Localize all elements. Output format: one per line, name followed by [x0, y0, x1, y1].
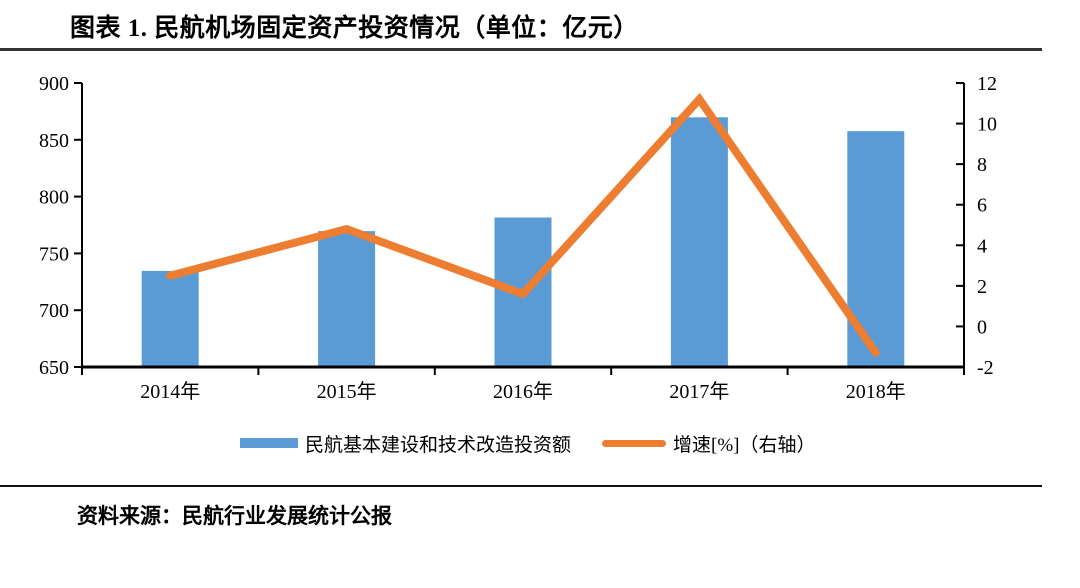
legend-line-swatch — [602, 439, 666, 447]
right-axis-tick-label: 4 — [977, 235, 987, 257]
title-divider-rule — [0, 48, 1042, 51]
legend-label-growth: 增速[%]（右轴） — [673, 434, 816, 456]
chart-svg: 650 700 750 800 850 900 -2 0 2 4 6 8 10 12 2014年 2015年 2… — [39, 73, 997, 403]
x-axis-label: 2016年 — [493, 380, 553, 403]
source-text: 资料来源：民航行业发展统计公报 — [77, 504, 392, 528]
legend-bar-swatch — [240, 438, 298, 448]
chart-area: 650 700 750 800 850 900 -2 0 2 4 6 8 10 12 2014年 2015年 2… — [0, 60, 1080, 405]
right-axis-tick-label: -2 — [977, 357, 994, 379]
left-axis-tick-label: 850 — [39, 130, 69, 152]
right-axis-tick-label: 8 — [977, 154, 987, 176]
left-axis-tick-label: 800 — [39, 187, 69, 209]
legend-item-investment: 民航基本建设和技术改造投资额 — [240, 430, 571, 456]
x-axis-label: 2015年 — [317, 380, 377, 403]
right-axis-tick-label: 6 — [977, 195, 987, 217]
left-axis-tick-label: 750 — [39, 243, 69, 265]
x-axis-label: 2018年 — [846, 380, 906, 403]
right-axis-tick-label: 12 — [977, 73, 997, 95]
legend-item-growth: 增速[%]（右轴） — [602, 430, 815, 456]
right-axis-tick-label: 0 — [977, 316, 987, 338]
left-axis-tick-label: 650 — [39, 357, 69, 379]
x-axis-label: 2017年 — [669, 380, 729, 403]
bar — [847, 131, 905, 367]
figure-title: 图表 1. 民航机场固定资产投资情况（单位：亿元） — [70, 15, 639, 42]
bar — [141, 270, 199, 367]
right-axis-tick-label: 10 — [977, 114, 997, 136]
x-axis-label: 2014年 — [140, 380, 200, 403]
growth-line — [166, 92, 880, 357]
left-axis-tick-label: 900 — [39, 73, 69, 95]
left-axis-tick-label: 700 — [39, 300, 69, 322]
bar — [670, 117, 728, 367]
bar — [318, 231, 376, 367]
legend: 民航基本建设和技术改造投资额 增速[%]（右轴） — [0, 430, 1080, 456]
footer-divider-rule — [0, 485, 1042, 487]
legend-label-investment: 民航基本建设和技术改造投资额 — [305, 434, 572, 456]
right-axis-tick-label: 2 — [977, 276, 987, 298]
